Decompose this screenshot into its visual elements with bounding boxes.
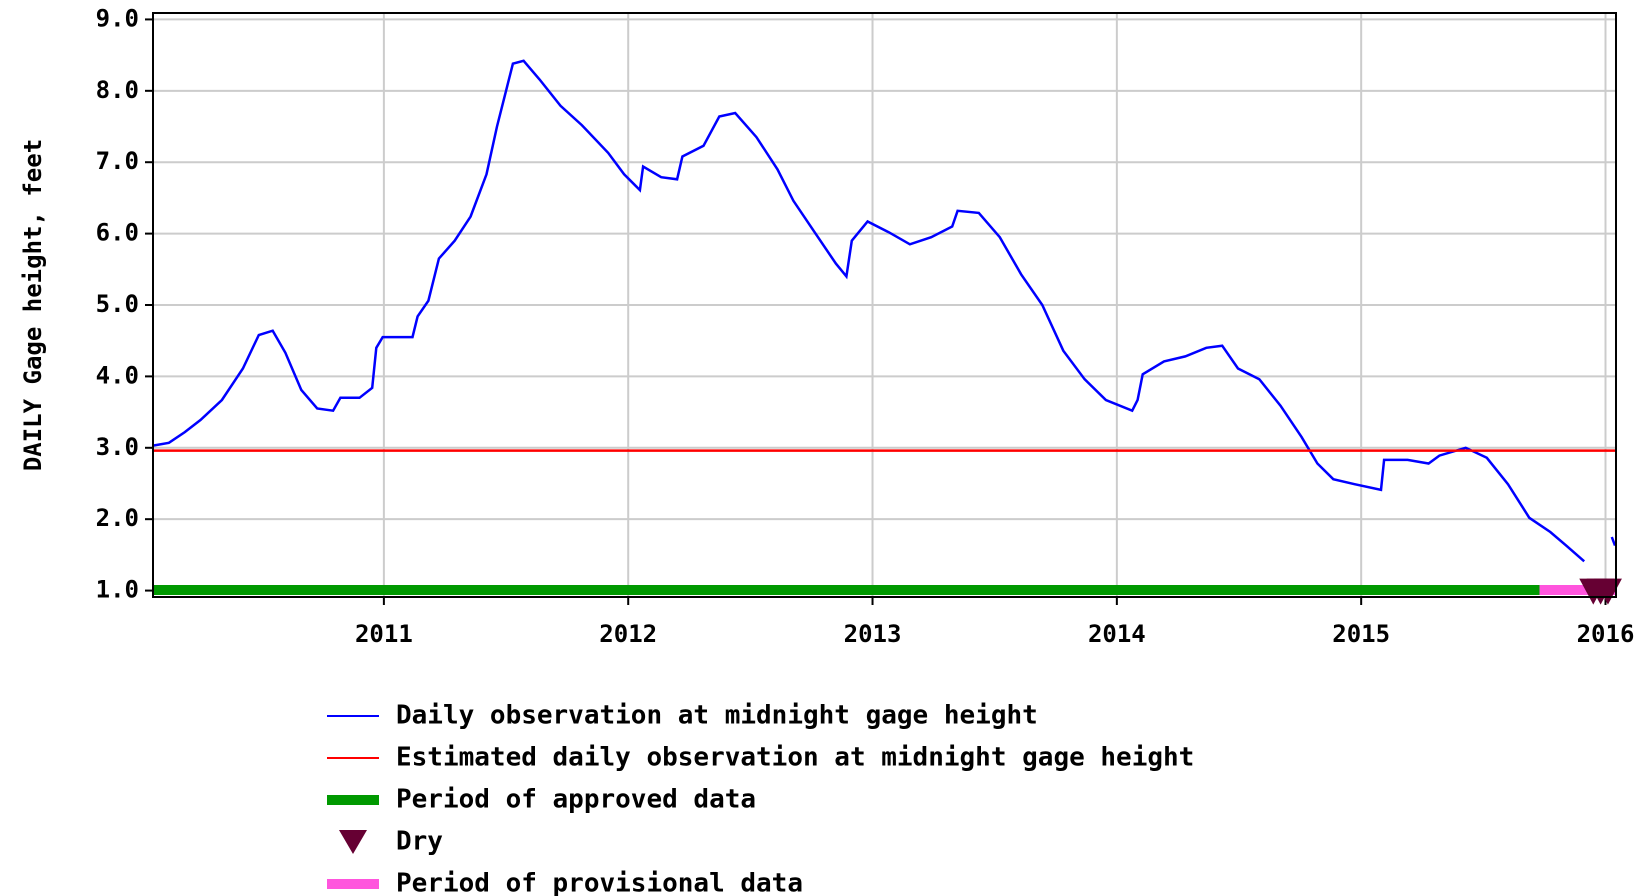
y-tick-label: 4.0: [96, 361, 139, 389]
y-tick-label: 1.0: [96, 576, 139, 604]
y-tick-label: 7.0: [96, 147, 139, 175]
x-tick-label: 2016: [1577, 620, 1635, 648]
x-tick-label: 2014: [1088, 620, 1146, 648]
y-tick-label: 8.0: [96, 76, 139, 104]
x-tick-label: 2012: [599, 620, 657, 648]
y-axis-label: DAILY Gage height, feet: [19, 139, 47, 471]
y-tick-label: 3.0: [96, 433, 139, 461]
legend-label: Dry: [396, 827, 443, 857]
period-bar: [1539, 585, 1616, 595]
period-bar: [153, 585, 1540, 595]
x-tick-label: 2013: [844, 620, 902, 648]
y-tick-label: 2.0: [96, 504, 139, 532]
y-tick-label: 9.0: [96, 4, 139, 32]
legend-swatch: [327, 879, 379, 889]
dry-marker: [1593, 578, 1622, 605]
x-tick-label: 2015: [1332, 620, 1390, 648]
y-tick-label: 5.0: [96, 290, 139, 318]
y-tick-label: 6.0: [96, 219, 139, 247]
plot-border: [152, 12, 1617, 598]
x-tick-label: 2011: [355, 620, 413, 648]
legend-swatch: [339, 830, 367, 854]
legend-swatch: [327, 795, 379, 805]
legend-label: Daily observation at midnight gage heigh…: [396, 701, 1038, 731]
legend-label: Estimated daily observation at midnight …: [396, 743, 1194, 773]
series-line: [152, 59, 1617, 563]
legend-label: Period of provisional data: [396, 869, 803, 896]
legend-label: Period of approved data: [396, 785, 756, 815]
